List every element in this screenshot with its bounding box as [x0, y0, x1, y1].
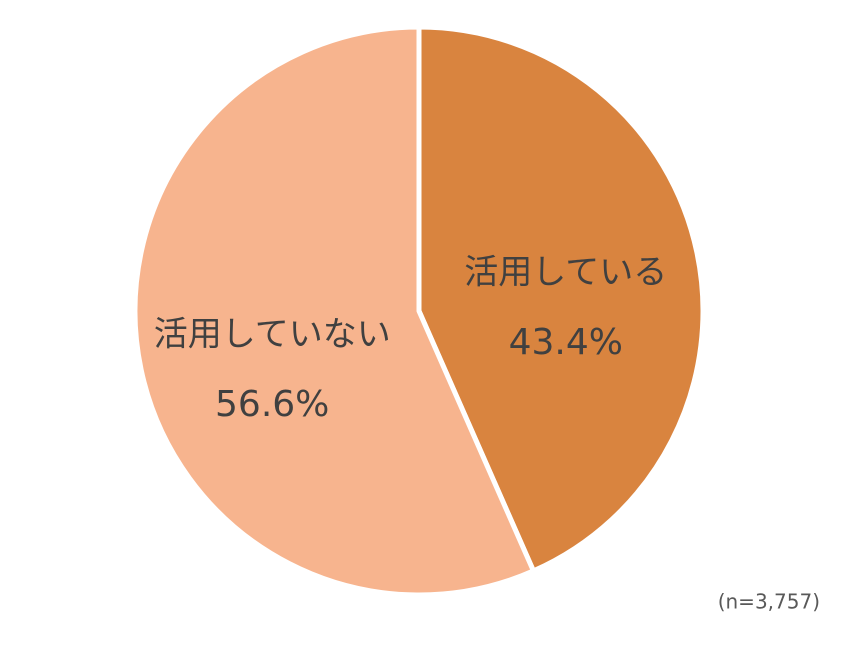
slice-label: 活用していない [154, 314, 391, 354]
annotation: (n=3,757) [718, 590, 820, 614]
slice-label: 活用している [464, 253, 667, 293]
slice-value-label: 56.6% [215, 384, 329, 425]
pie-slice [132, 24, 536, 598]
pie [132, 24, 706, 598]
pie-slice [416, 24, 706, 574]
slice-value-label: 43.4% [509, 322, 623, 363]
